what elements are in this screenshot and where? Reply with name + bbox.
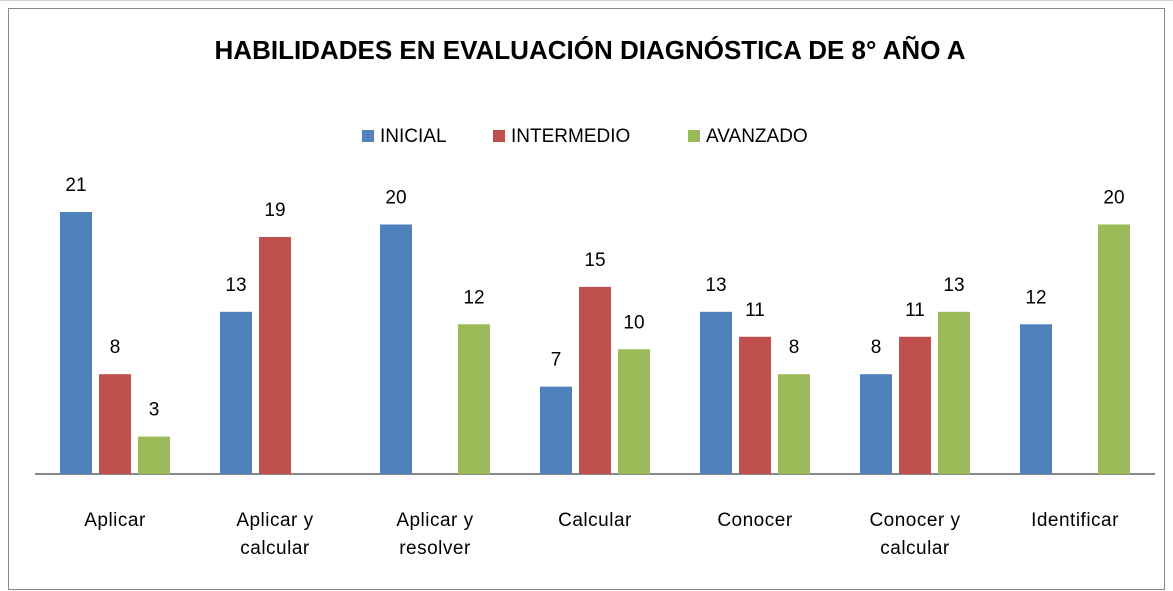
bar [860, 374, 892, 474]
data-label: 13 [705, 275, 726, 296]
data-label: 8 [871, 337, 882, 358]
data-label: 12 [1025, 287, 1046, 308]
legend-label: INTERMEDIO [511, 126, 630, 147]
chart-title: HABILIDADES EN EVALUACIÓN DIAGNÓSTICA DE… [215, 35, 966, 65]
legend-swatch [493, 130, 505, 142]
bar [1098, 224, 1130, 474]
data-label: 19 [264, 200, 285, 221]
x-tick-label: Aplicar [84, 510, 146, 531]
x-tick-label: Calcular [558, 510, 632, 531]
data-label: 12 [463, 287, 484, 308]
data-label: 10 [623, 312, 644, 333]
bar [458, 324, 490, 474]
data-label: 8 [110, 337, 121, 358]
x-tick-label: Conocer y calcular [869, 510, 961, 559]
legend-swatch [362, 130, 374, 142]
bar [220, 311, 252, 474]
data-label: 8 [789, 337, 800, 358]
bar [138, 436, 170, 474]
data-label: 13 [943, 275, 964, 296]
bar [259, 236, 291, 474]
data-label: 11 [905, 300, 925, 321]
x-tick-label: Identificar [1031, 510, 1119, 531]
data-label: 11 [745, 300, 765, 321]
bar [778, 374, 810, 474]
bar [540, 386, 572, 474]
bar [1020, 324, 1052, 474]
legend-swatch [688, 130, 700, 142]
bar [579, 286, 611, 474]
data-label: 3 [149, 400, 160, 421]
data-label: 20 [1103, 187, 1124, 208]
bar [700, 311, 732, 474]
bar [899, 336, 931, 474]
x-tick-label: Aplicar y resolver [396, 510, 474, 559]
bar [99, 374, 131, 474]
data-label: 21 [65, 175, 86, 196]
bar [739, 336, 771, 474]
bar [380, 224, 412, 474]
bar [60, 212, 92, 474]
data-label: 15 [584, 250, 605, 271]
legend-label: INICIAL [380, 126, 447, 147]
legend-label: AVANZADO [706, 126, 808, 147]
bar [938, 311, 970, 474]
x-tick-label: Aplicar y calcular [236, 510, 314, 559]
data-label: 13 [225, 275, 246, 296]
bar [618, 349, 650, 474]
data-label: 20 [385, 187, 406, 208]
data-label: 7 [551, 350, 562, 371]
x-tick-label: Conocer [717, 510, 793, 531]
